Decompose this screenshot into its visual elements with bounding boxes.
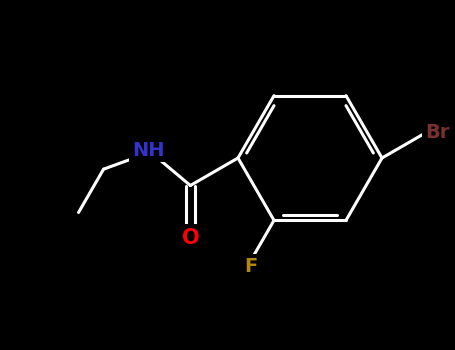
Text: NH: NH [132,141,165,160]
Text: F: F [244,257,258,276]
Text: O: O [182,228,199,247]
Text: Br: Br [425,122,450,141]
